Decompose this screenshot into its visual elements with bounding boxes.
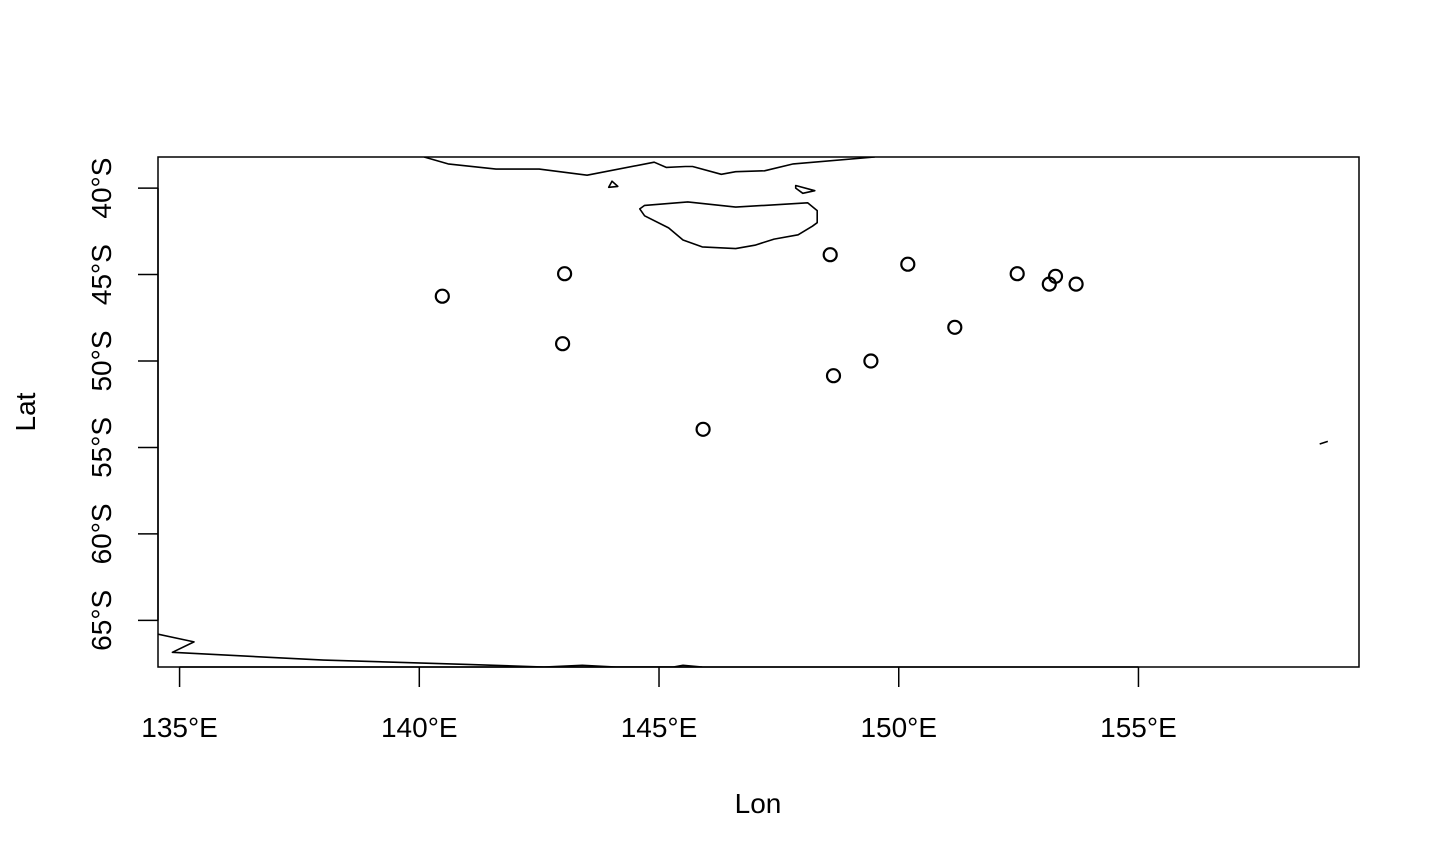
y-tick-label: 65°S [86, 590, 117, 651]
coastline-islet-southeast [1319, 440, 1329, 445]
x-tick-label: 140°E [381, 712, 458, 743]
y-tick-label: 55°S [86, 417, 117, 478]
x-tick-label: 150°E [860, 712, 937, 743]
data-point-10 [1009, 266, 1025, 282]
data-point-3 [554, 336, 571, 352]
coastline-king-island [607, 180, 619, 189]
y-tick-label: 50°S [86, 330, 117, 391]
data-point-2 [556, 266, 573, 282]
coastline-flinders-island [794, 184, 816, 195]
data-point-5 [822, 247, 838, 263]
data-point-13 [1068, 276, 1084, 292]
y-axis: 40°S 45°S 50°S 55°S 60°S 65°S [86, 158, 159, 651]
data-point-7 [863, 353, 879, 369]
y-tick-label: 45°S [86, 244, 117, 305]
data-point-1 [434, 288, 450, 304]
y-axis-label: Lat [10, 392, 41, 431]
data-point-6 [825, 368, 842, 384]
x-axis: 135°E 140°E 145°E 150°E 155°E [141, 666, 1177, 743]
y-tick-label: 60°S [86, 503, 117, 564]
x-tick-label: 145°E [621, 712, 698, 743]
coastline-australia-south-coast [423, 157, 875, 176]
x-tick-label: 155°E [1100, 712, 1177, 743]
data-point-9 [947, 319, 963, 335]
x-tick-label: 135°E [141, 712, 218, 743]
x-axis-label: Lon [735, 788, 782, 819]
data-point-8 [900, 256, 916, 272]
data-point-4 [695, 421, 711, 437]
y-tick-label: 40°S [86, 158, 117, 219]
coastline-tasmania [638, 201, 819, 250]
points-layer [434, 247, 1084, 437]
data-point-12 [1047, 268, 1064, 284]
